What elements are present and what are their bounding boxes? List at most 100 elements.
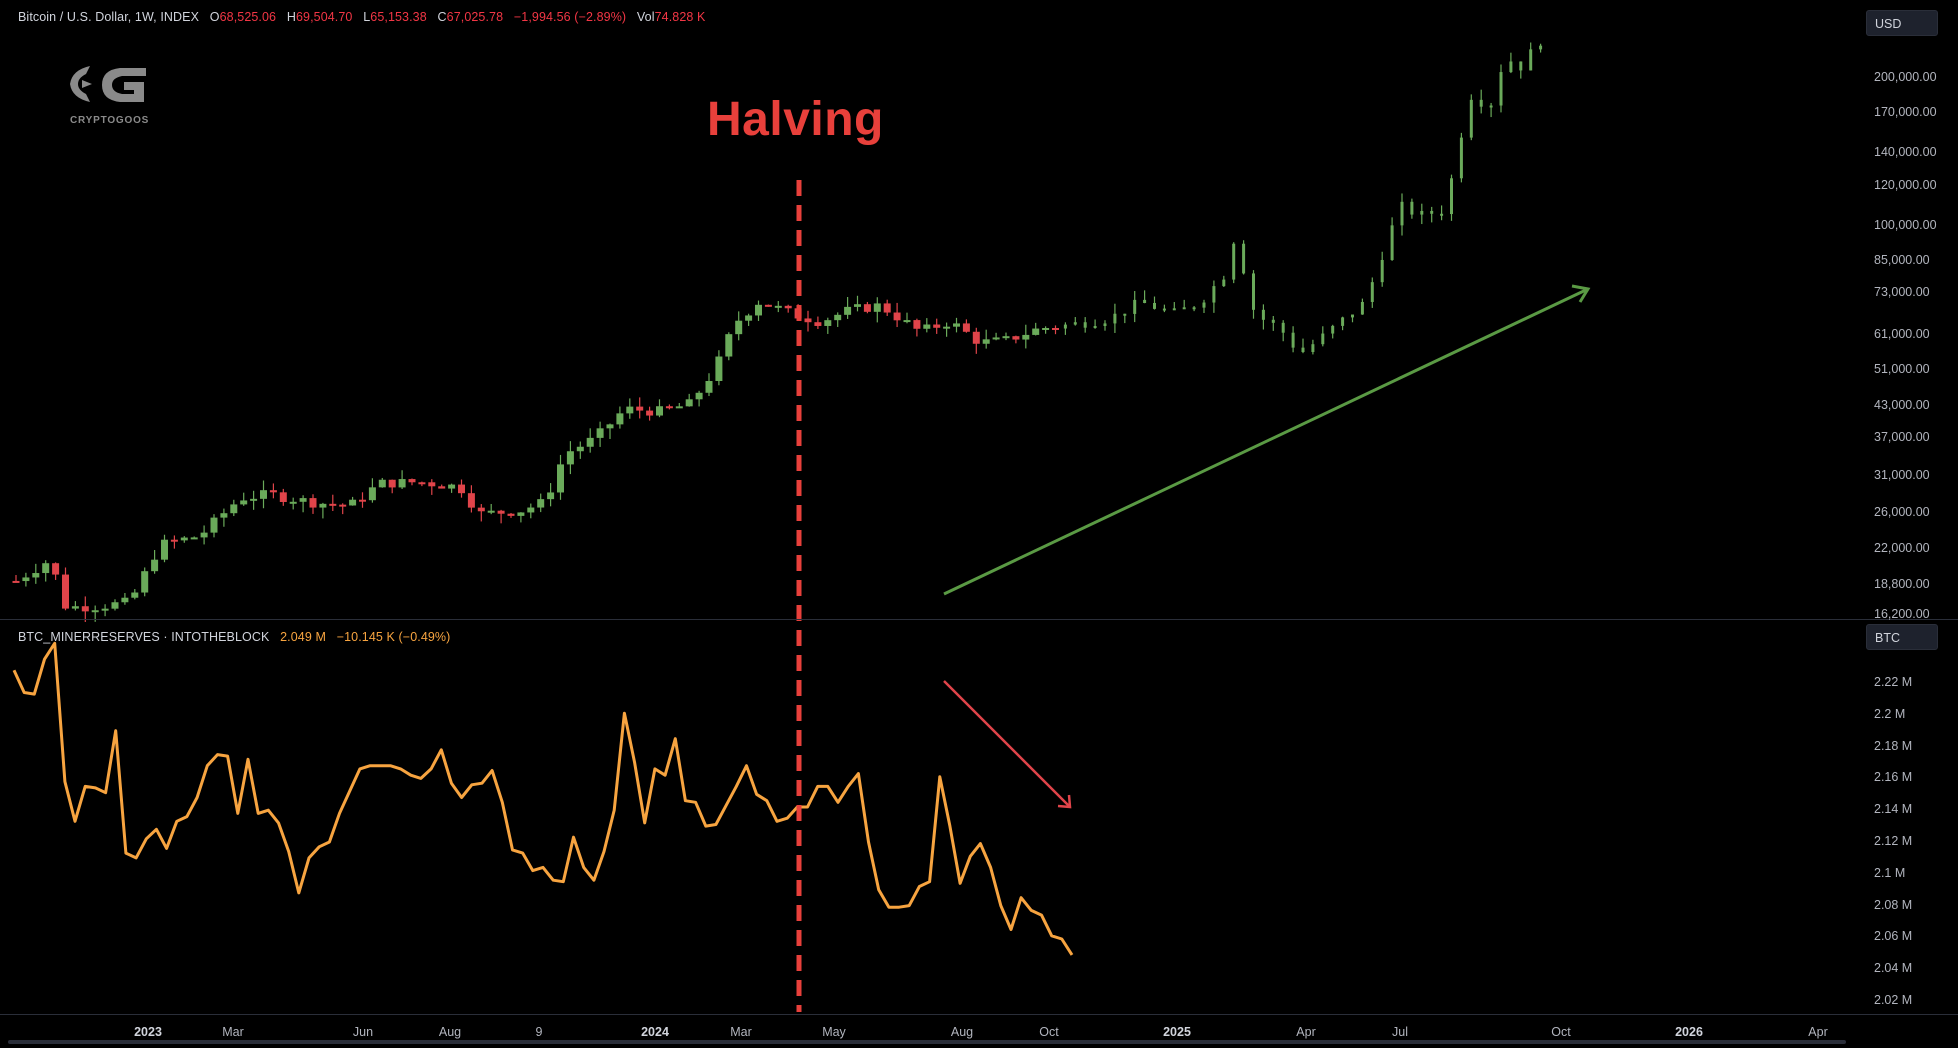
candle-body [289,501,297,504]
candle-body [161,539,168,560]
price-pane[interactable] [0,0,1848,620]
candle-body [71,606,79,609]
candle-body [141,571,149,593]
candle-body [1242,243,1246,274]
candle-body [378,479,386,488]
time-tick: 2025 [1163,1025,1191,1039]
candle-body [873,303,881,312]
volume-value: 74.828 K [654,10,706,24]
indicator-tick: 2.14 M [1874,802,1913,817]
candle-body [982,339,990,344]
indicator-legend[interactable]: BTC_MINERRESERVES · INTOTHEBLOCK 2.049 M… [18,630,450,644]
candle-body [547,492,555,500]
price-tick: 73,000.00 [1874,285,1930,299]
candle-body [715,356,723,381]
indicator-title[interactable]: BTC_MINERRESERVES · INTOTHEBLOCK [18,630,270,644]
candle-body [695,392,703,400]
time-tick: Aug [438,1025,462,1039]
candle-body [774,305,782,308]
volume-label: Vol [636,10,655,24]
candle-body [269,490,277,493]
indicator-pane[interactable] [0,620,1848,1015]
price-axis[interactable]: USD 200,000.00 170,000.00 140,000.00 120,00… [1848,0,1958,621]
candle-body [923,324,931,329]
candle-body [151,559,159,572]
candle-body [972,331,980,344]
candle-body [210,517,218,533]
candle-body [12,580,20,583]
candle-body [784,305,792,309]
candle-body [1489,105,1493,108]
candle-body [1499,72,1503,106]
candle-body [675,406,683,409]
candle-body [1261,309,1265,320]
candle-body [883,303,891,313]
candle-body [438,486,446,489]
indicator-tick: 2.16 M [1874,770,1913,785]
candle-body [1440,213,1444,216]
close-label: C [437,10,447,24]
candle-body [992,337,1000,340]
currency-badge[interactable]: USD [1866,10,1938,36]
candle-body [52,563,60,575]
price-tick: 61,000.00 [1874,327,1930,341]
candle-body [953,323,960,327]
red-trend-arrow[interactable] [943,680,1071,808]
pane-separator[interactable] [0,619,1958,620]
time-scrollbar[interactable] [8,1040,1846,1044]
low-value: 65,153.38 [370,10,427,24]
candle-body [507,513,515,516]
price-legend[interactable]: Bitcoin / U.S. Dollar, 1W, INDEX O68,525… [18,10,705,24]
candle-body [458,484,465,494]
candle-body [1232,243,1236,280]
candle-body [170,539,178,542]
change-value: −1,994.56 (−2.89%) [513,10,627,24]
candle-body [22,577,30,582]
price-tick: 170,000.00 [1874,105,1937,119]
candle-body [764,304,772,307]
candle-body [1022,334,1030,340]
red-arrow-head-icon [1057,794,1072,809]
candle-body [230,504,238,514]
candle-body [1331,325,1335,334]
candle-body [596,428,604,438]
candle-body [1469,99,1473,138]
candle-body [1301,347,1305,353]
candle-body [1252,273,1255,310]
indicator-change: −10.145 K (−0.49%) [336,630,451,644]
price-tick: 26,000.00 [1874,505,1930,519]
candle-body [121,597,129,603]
candle-body [1133,299,1137,314]
time-tick: Apr [1296,1025,1316,1039]
candle-body [1032,328,1040,335]
candle-body [527,507,535,513]
indicator-tick: 2.18 M [1874,738,1913,753]
candle-body [557,464,564,493]
candle-body [220,513,228,518]
candle-body [349,499,357,506]
price-tick: 22,000.00 [1874,541,1930,555]
candle-body [1063,324,1067,329]
candle-body [1380,259,1384,283]
candle-body [913,320,921,329]
candle-body [1529,49,1533,71]
candle-body [1450,178,1453,215]
candle-body [428,482,436,487]
candle-body [814,322,822,326]
time-axis[interactable]: 2023 Mar Jun Aug 9 2024 Mar May Aug Oct 2025 Apr Jul… [0,1015,1848,1048]
open-value: 68,525.06 [219,10,277,24]
candle-body [180,537,188,541]
indicator-axis[interactable]: BTC 2.22 M 2.2 M 2.18 M 2.16 M 2.14 M 2.12 M 2… [1848,620,1958,1015]
candle-body [250,498,258,501]
candle-body [517,512,525,516]
green-trend-arrow[interactable] [943,287,1589,596]
candle-body [903,320,911,323]
indicator-tick: 2.22 M [1874,675,1913,689]
candle-body [1341,317,1345,326]
candle-body [240,500,248,505]
low-label: L [363,10,371,24]
symbol-title[interactable]: Bitcoin / U.S. Dollar, 1W, INDEX [18,10,200,24]
candle-body [1459,137,1463,179]
indicator-unit-badge[interactable]: BTC [1866,624,1938,650]
